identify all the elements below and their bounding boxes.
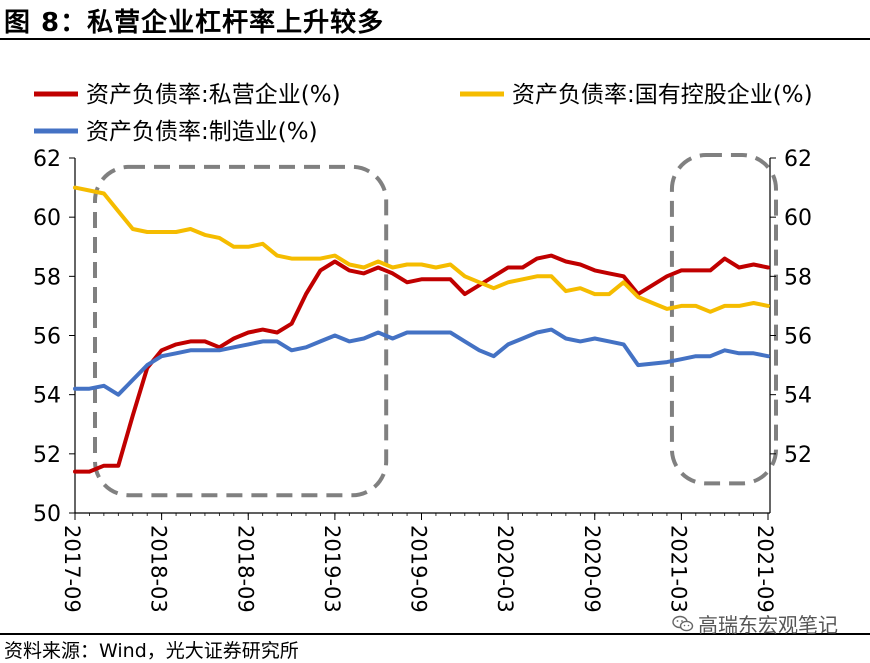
y-left-tick-label: 62 (33, 147, 61, 172)
line-chart: 资产负债率:私营企业(%) 资产负债率:国有控股企业(%) 资产负债率:制造业(%)… (33, 82, 813, 613)
series-line-manufacturing (73, 327, 770, 397)
x-tick-label: 2019-09 (407, 525, 431, 613)
x-tick-label: 2018-03 (147, 525, 171, 613)
figure-title: 图 8：私营企业杠杆率上升较多 (4, 8, 385, 38)
y-left-tick-label: 58 (33, 265, 61, 290)
x-tick-label: 2019-03 (320, 525, 344, 613)
legend-label-private: 资产负债率:私营企业(%) (86, 82, 341, 108)
y-left-tick-label: 60 (33, 206, 61, 231)
y-left-tick-label: 52 (33, 443, 61, 468)
y-right-tick-label: 60 (784, 206, 812, 231)
x-tick-label: 2018-09 (233, 525, 257, 613)
legend-label-state: 资产负债率:国有控股企业(%) (512, 82, 813, 108)
source-rule (0, 633, 870, 635)
x-tick-label: 2017-09 (60, 525, 84, 613)
y-right-tick-label: 58 (784, 265, 812, 290)
chart-legend: 资产负债率:私营企业(%) 资产负债率:国有控股企业(%) 资产负债率:制造业(%) (34, 82, 813, 145)
y-right-tick-label: 56 (784, 325, 812, 350)
series-line-private (73, 253, 770, 474)
x-tick-label: 2021-09 (753, 525, 777, 613)
x-tick-label: 2020-03 (493, 525, 517, 613)
chart-series (73, 185, 770, 474)
y-left-tick-label: 54 (33, 384, 61, 409)
watermark: 高瑞东宏观笔记 (672, 609, 838, 638)
chart-axes: 50 52 54 56 58 60 62 52 54 56 58 60 62 2017-09 2018-03… (33, 147, 812, 613)
highlight-box-1 (93, 164, 389, 498)
y-left-tick-label: 50 (33, 502, 61, 527)
y-right-tick-label: 52 (784, 443, 812, 468)
highlight-boxes (93, 153, 778, 498)
x-tick-label: 2020-09 (580, 525, 604, 613)
series-line-state (73, 185, 770, 314)
y-right-tick-label: 62 (784, 147, 812, 172)
highlight-box-2 (669, 153, 778, 486)
legend-label-manufacturing: 资产负债率:制造业(%) (86, 119, 318, 145)
watermark-text: 高瑞东宏观笔记 (698, 613, 838, 637)
x-tick-label: 2021-03 (666, 525, 690, 613)
source-note: 资料来源：Wind，光大证券研究所 (4, 640, 299, 662)
y-right-tick-label: 54 (784, 384, 812, 409)
y-left-tick-label: 56 (33, 325, 61, 350)
title-rule (0, 38, 870, 40)
wechat-icon (672, 615, 694, 631)
